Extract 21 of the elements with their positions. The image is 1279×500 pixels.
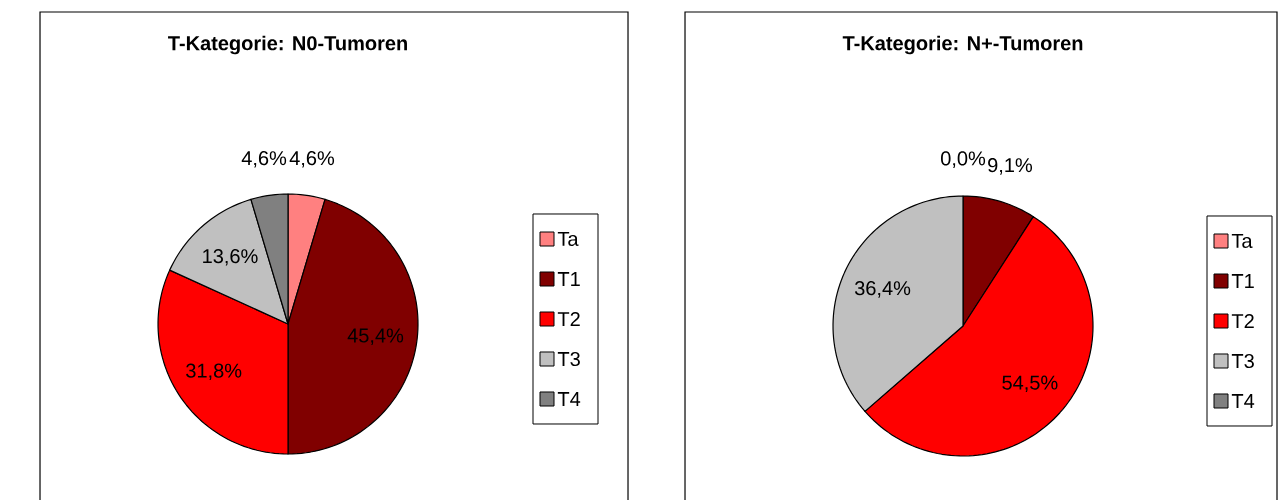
- data-label: 4,6%: [289, 151, 335, 168]
- data-label: 9,1%: [988, 158, 1033, 175]
- legend-label: T2: [1231, 314, 1254, 328]
- legend-label: T1: [1231, 274, 1254, 288]
- data-label: 36,4%: [854, 281, 911, 298]
- data-label: 45,4%: [347, 328, 404, 345]
- legend-label: T3: [557, 351, 580, 367]
- data-label: 54,5%: [1002, 375, 1058, 393]
- legend-label: T1: [557, 272, 580, 286]
- legend-label: T4: [557, 392, 581, 406]
- data-label: 31,8%: [186, 363, 242, 381]
- chart-title: T-Kategorie: N0-Tumoren: [168, 35, 407, 55]
- legend-label: T4: [1231, 394, 1255, 408]
- legend-label: Ta: [557, 232, 579, 246]
- data-label: 13,6%: [203, 249, 258, 266]
- legend-label: T3: [1231, 353, 1254, 369]
- legend-label: Ta: [1231, 234, 1253, 248]
- text: 0,0%: [941, 151, 986, 168]
- data-label: 4,6%: [241, 151, 287, 168]
- legend-label: T2: [557, 312, 580, 326]
- chart-title: T-Kategorie: N+-Tumoren: [842, 35, 1083, 55]
